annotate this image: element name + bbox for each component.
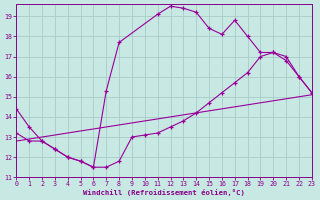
X-axis label: Windchill (Refroidissement éolien,°C): Windchill (Refroidissement éolien,°C) — [83, 189, 245, 196]
